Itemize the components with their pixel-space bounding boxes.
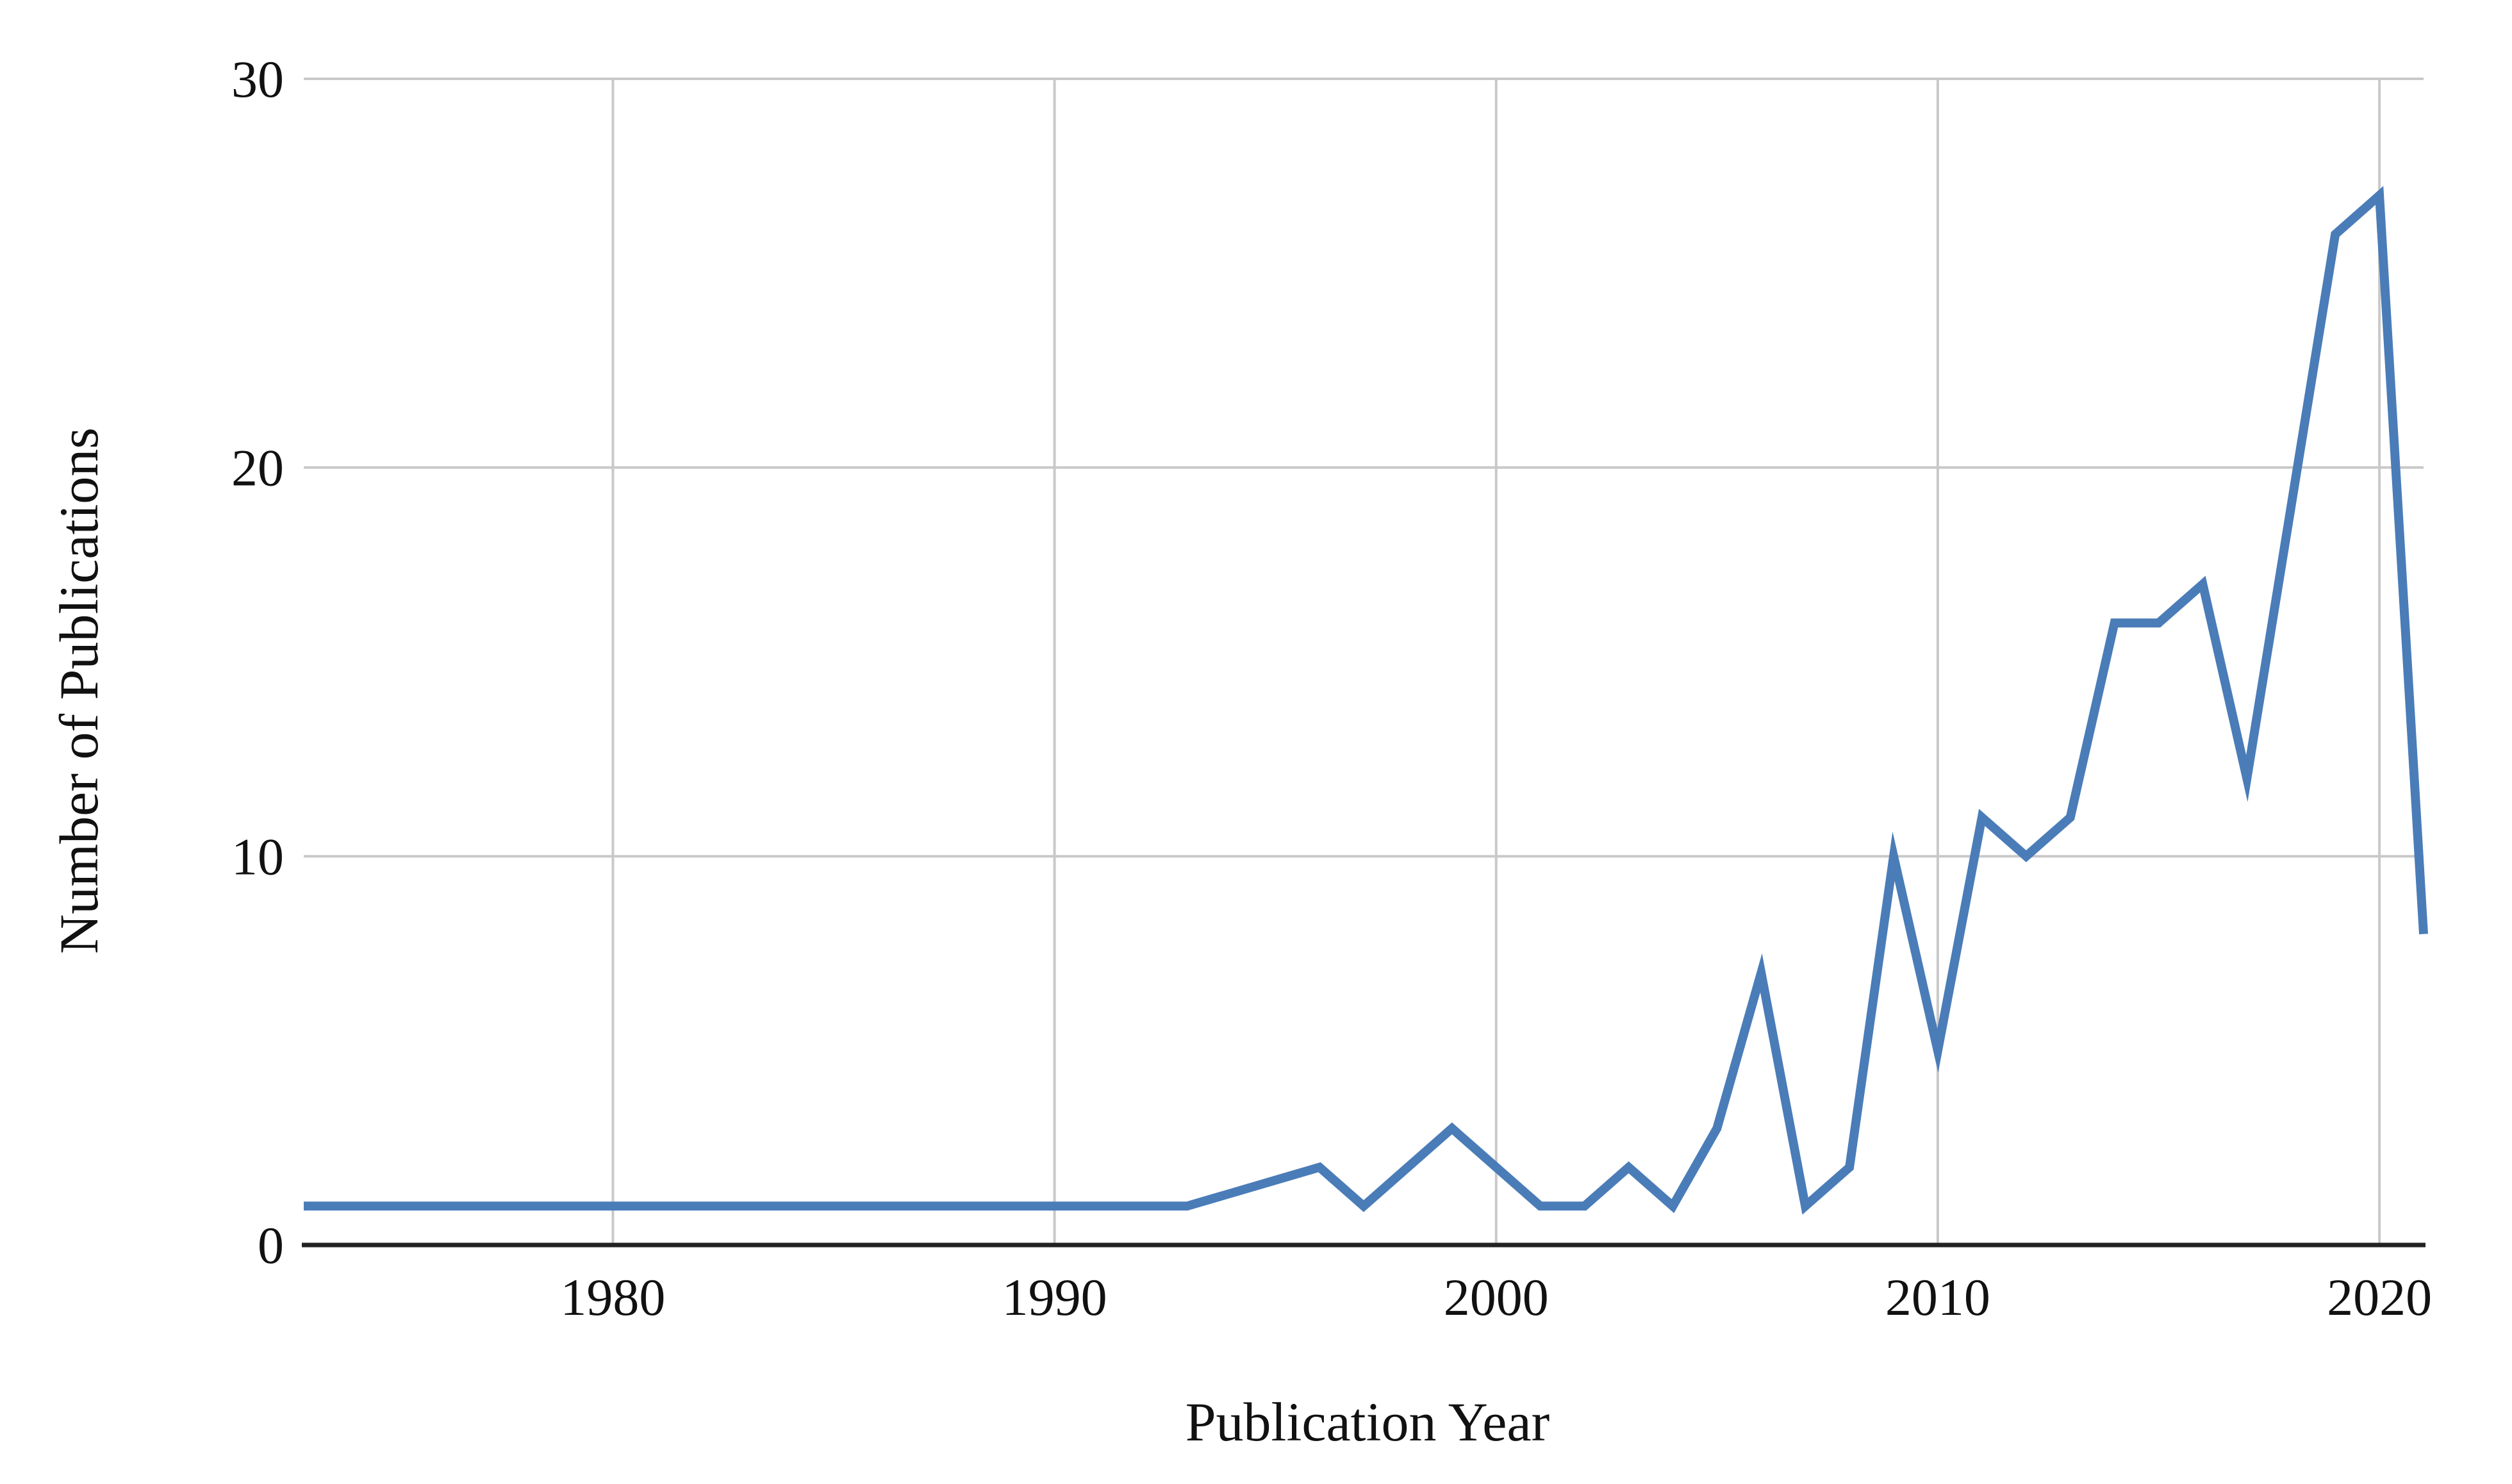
x-axis-title: Publication Year xyxy=(1186,1391,1550,1453)
gridlines xyxy=(304,78,2424,1245)
y-tick-label: 30 xyxy=(231,50,284,108)
x-tick-label: 2020 xyxy=(2327,1268,2432,1326)
tick-labels: 0 10 20 30 1980 1990 2000 2010 2020 xyxy=(231,50,2432,1326)
x-tick-label: 1990 xyxy=(1002,1268,1107,1326)
x-tick-label: 2000 xyxy=(1444,1268,1549,1326)
x-tick-label: 2010 xyxy=(1885,1268,1990,1326)
y-tick-label: 0 xyxy=(258,1216,284,1274)
y-axis-title: Number of Publications xyxy=(48,427,110,954)
y-tick-label: 20 xyxy=(231,439,284,497)
data-series xyxy=(304,186,2428,1215)
series-line xyxy=(304,186,2428,1215)
y-tick-label: 10 xyxy=(231,827,284,886)
x-tick-label: 1980 xyxy=(560,1268,665,1326)
